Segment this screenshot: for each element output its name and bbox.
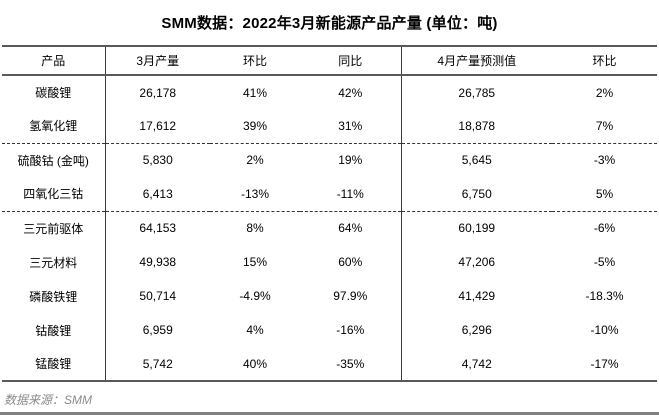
mom-cell: 8%	[246, 221, 264, 236]
page-title: SMM数据：2022年3月新能源产品产量 (单位：吨)	[161, 15, 498, 32]
yoy-cell: -35%	[300, 347, 402, 381]
table-header: 产品 3月产量 环比 同比 4月产量预测值 环比	[2, 46, 657, 76]
yoy-cell: 19%	[300, 143, 402, 177]
yoy-cell: -16%	[300, 313, 402, 347]
apr-forecast-cell: 6,750	[401, 177, 552, 212]
table-row: 碳酸锂 26,178 41% 42% 26,785 2%	[2, 75, 657, 109]
apr-forecast-cell: 47,206	[458, 255, 496, 269]
apr-mom-cell: -18.3%	[585, 289, 624, 303]
bottom-divider	[0, 412, 659, 415]
mar-output-cell: 5,742	[142, 356, 173, 371]
production-table: 产品 3月产量 环比 同比 4月产量预测值 环比 碳酸锂 26,178 41% …	[2, 45, 657, 382]
apr-forecast-cell: 4,742	[461, 356, 492, 371]
header-apr-mom: 环比	[552, 46, 657, 76]
mom-cell: -13%	[210, 177, 300, 212]
table-row: 锰酸锂 5,742 40% -35% 4,742 -17%	[2, 347, 657, 381]
table-row: 硫酸钴 (金吨) 5,830 2% 19% 5,645 -3%	[2, 143, 657, 177]
header-row: 产品 3月产量 环比 同比 4月产量预测值 环比	[2, 46, 657, 76]
mom-cell: 41%	[242, 85, 268, 100]
apr-forecast-cell: 41,429	[458, 289, 496, 303]
table-row: 氢氧化锂 17,612 39% 31% 18,878 7%	[2, 109, 657, 144]
product-cell: 四氧化三钴	[2, 177, 106, 212]
apr-mom-cell: -3%	[593, 153, 616, 168]
yoy-cell: 31%	[300, 109, 402, 144]
apr-mom-cell: 2%	[595, 85, 614, 100]
product-cell: 三元前驱体	[2, 211, 106, 245]
yoy-cell: -11%	[300, 177, 402, 212]
mom-cell: -4.9%	[239, 289, 271, 303]
apr-mom-cell: -6%	[593, 221, 616, 236]
table-body: 碳酸锂 26,178 41% 42% 26,785 2% 氢氧化锂 17,612…	[2, 75, 657, 381]
header-apr-forecast: 4月产量预测值	[401, 46, 552, 76]
product-cell: 氢氧化锂	[2, 109, 106, 144]
apr-forecast-cell: 5,645	[461, 153, 492, 168]
apr-forecast-cell: 6,296	[461, 323, 492, 337]
mom-cell: 2%	[246, 153, 264, 168]
product-cell: 硫酸钴 (金吨)	[2, 143, 106, 177]
table-row: 三元前驱体 64,153 8% 64% 60,199 -6%	[2, 211, 657, 245]
apr-forecast-cell: 26,785	[458, 85, 496, 100]
mar-output-cell: 49,938	[139, 255, 177, 269]
apr-forecast-cell: 60,199	[458, 221, 496, 236]
mom-cell: 39%	[210, 109, 300, 144]
mar-output-cell: 6,959	[142, 323, 173, 337]
mar-output-cell: 6,413	[105, 177, 210, 212]
data-source-note: 数据来源：SMM	[4, 393, 92, 407]
product-cell: 磷酸铁锂	[2, 279, 106, 313]
mar-output-cell: 5,830	[142, 153, 173, 168]
table-row: 四氧化三钴 6,413 -13% -11% 6,750 5%	[2, 177, 657, 212]
apr-mom-cell: 7%	[552, 109, 657, 144]
apr-mom-cell: -5%	[593, 255, 616, 269]
mom-cell: 4%	[246, 323, 264, 337]
apr-mom-cell: -17%	[590, 356, 619, 371]
header-mar-output: 3月产量	[105, 46, 210, 76]
mar-output-cell: 64,153	[139, 221, 177, 236]
header-product: 产品	[2, 46, 106, 76]
mar-output-cell: 17,612	[105, 109, 210, 144]
table-row: 三元材料 49,938 15% 60% 47,206 -5%	[2, 245, 657, 279]
product-cell: 钴酸锂	[2, 313, 106, 347]
yoy-cell: 60%	[300, 245, 402, 279]
mom-cell: 40%	[242, 356, 268, 371]
yoy-cell: 64%	[300, 211, 402, 245]
yoy-cell: 97.9%	[300, 279, 402, 313]
product-cell: 三元材料	[2, 245, 106, 279]
mar-output-cell: 26,178	[139, 85, 177, 100]
product-cell: 碳酸锂	[2, 75, 106, 109]
apr-mom-cell: -10%	[590, 323, 619, 337]
apr-forecast-cell: 18,878	[401, 109, 552, 144]
mar-output-cell: 50,714	[139, 289, 177, 303]
header-mom: 环比	[210, 46, 300, 76]
header-yoy: 同比	[300, 46, 402, 76]
apr-mom-cell: 5%	[552, 177, 657, 212]
mom-cell: 15%	[242, 255, 268, 269]
table-row: 磷酸铁锂 50,714 -4.9% 97.9% 41,429 -18.3%	[2, 279, 657, 313]
yoy-cell: 42%	[300, 75, 402, 109]
table-row: 钴酸锂 6,959 4% -16% 6,296 -10%	[2, 313, 657, 347]
product-cell: 锰酸锂	[2, 347, 106, 381]
